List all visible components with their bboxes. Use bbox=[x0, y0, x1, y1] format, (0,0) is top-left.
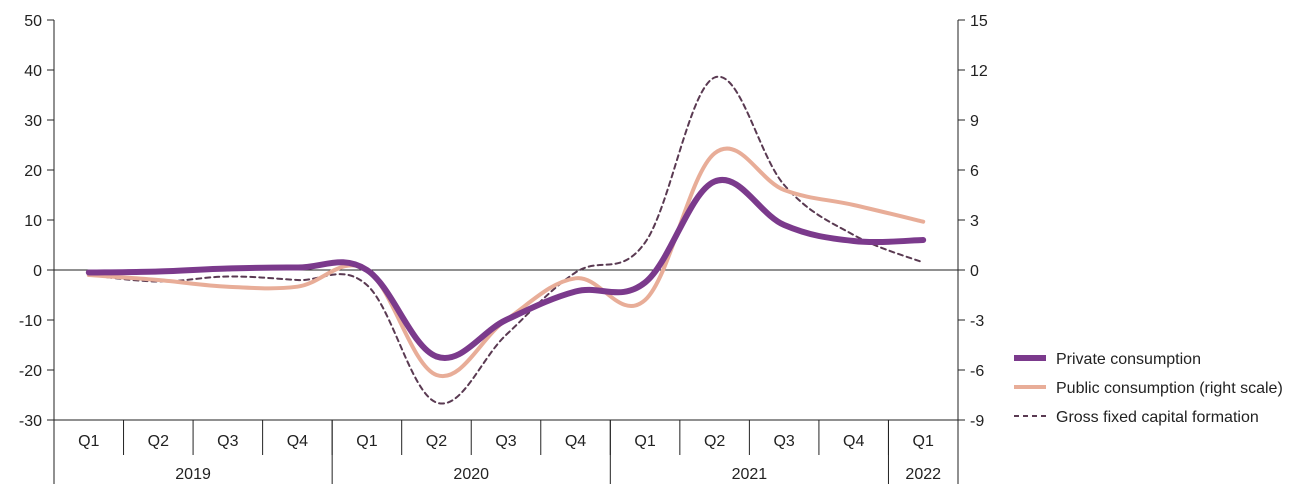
left-axis-tick-label: 20 bbox=[24, 163, 42, 180]
year-label: 2021 bbox=[732, 466, 768, 483]
x-axis-tick-label: Q1 bbox=[356, 433, 377, 450]
year-label: 2022 bbox=[905, 466, 941, 483]
left-axis-tick-label: -30 bbox=[19, 413, 42, 430]
right-axis-tick-label: 9 bbox=[970, 113, 979, 130]
right-axis-tick-label: 6 bbox=[970, 163, 979, 180]
right-axis-tick-label: 3 bbox=[970, 213, 979, 230]
x-axis-tick-label: Q4 bbox=[565, 433, 586, 450]
year-label: 2020 bbox=[453, 466, 489, 483]
left-axis-tick-label: 30 bbox=[24, 113, 42, 130]
right-axis-tick-label: 15 bbox=[970, 13, 988, 30]
x-axis-tick-label: Q3 bbox=[495, 433, 516, 450]
left-axis-tick-label: -10 bbox=[19, 313, 42, 330]
right-axis-tick-label: 0 bbox=[970, 263, 979, 280]
left-axis-tick-label: 40 bbox=[24, 63, 42, 80]
series-line-public-consumption-right-scale bbox=[89, 148, 923, 376]
x-axis-tick-label: Q2 bbox=[704, 433, 725, 450]
x-axis-tick-label: Q2 bbox=[426, 433, 447, 450]
right-axis-tick-label: -6 bbox=[970, 363, 984, 380]
x-axis-tick-label: Q1 bbox=[634, 433, 655, 450]
right-axis-tick-label: 12 bbox=[970, 63, 988, 80]
series-lines bbox=[89, 77, 923, 404]
x-axis-tick-label: Q1 bbox=[78, 433, 99, 450]
x-axis-tick-label: Q3 bbox=[217, 433, 238, 450]
left-axis-tick-label: 50 bbox=[24, 13, 42, 30]
right-axis-tick-label: -3 bbox=[970, 313, 984, 330]
left-axis-tick-label: 10 bbox=[24, 213, 42, 230]
x-axis-tick-label: Q3 bbox=[773, 433, 794, 450]
left-axis-tick-label: 0 bbox=[33, 263, 42, 280]
series-line-private-consumption bbox=[89, 180, 923, 358]
legend-label-private-consumption: Private consumption bbox=[1056, 351, 1201, 368]
year-label: 2019 bbox=[175, 466, 211, 483]
left-axis-tick-label: -20 bbox=[19, 363, 42, 380]
x-axis-tick-label: Q2 bbox=[148, 433, 169, 450]
legend: Private consumption Public consumption (r… bbox=[1014, 351, 1283, 426]
series-line-gross-fixed-capital-formation bbox=[89, 77, 923, 404]
x-axis-tick-label: Q4 bbox=[843, 433, 864, 450]
legend-label-gross-fixed-capital-formation: Gross fixed capital formation bbox=[1056, 409, 1259, 426]
x-axis-tick-label: Q4 bbox=[287, 433, 308, 450]
x-axis-tick-label: Q1 bbox=[913, 433, 934, 450]
right-axis-tick-label: -9 bbox=[970, 413, 984, 430]
legend-label-public-consumption-right-scale: Public consumption (right scale) bbox=[1056, 380, 1283, 397]
